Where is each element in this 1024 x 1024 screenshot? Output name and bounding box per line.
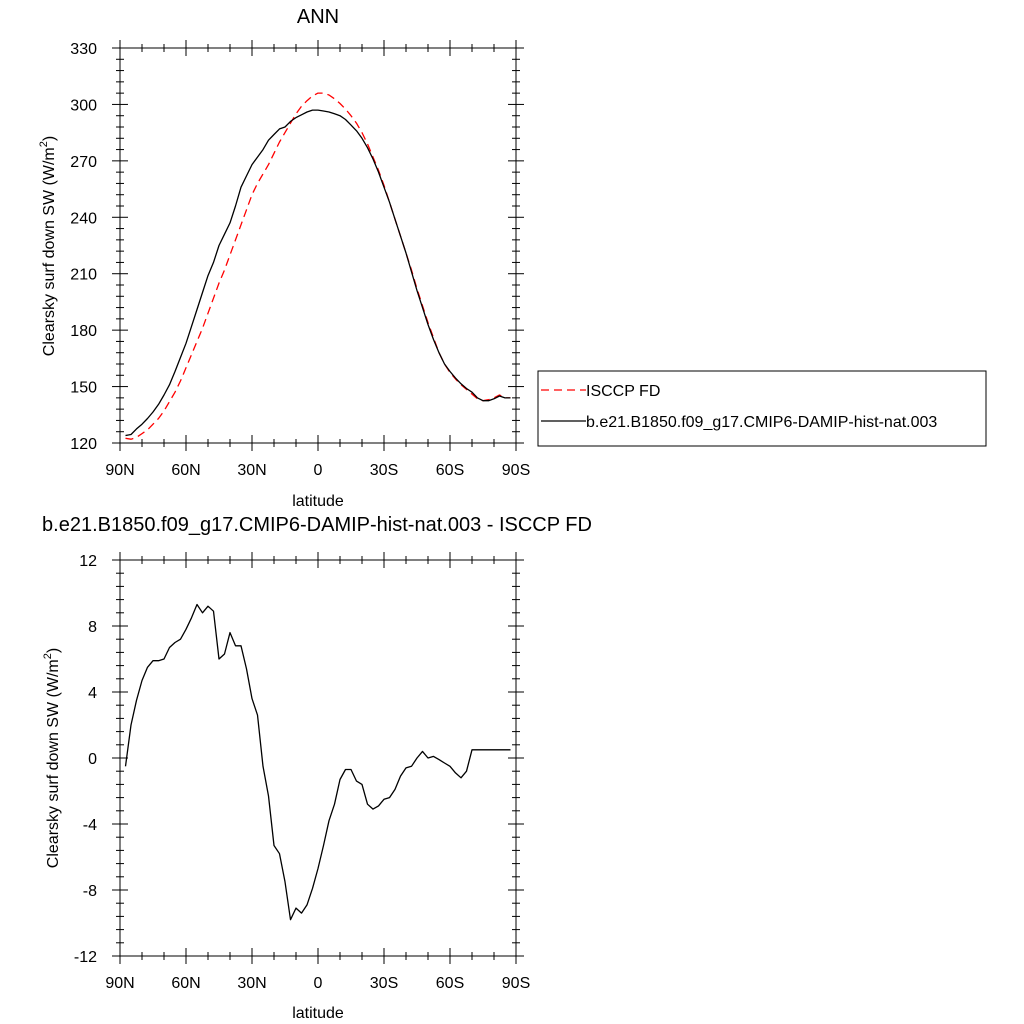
x-axis-label: latitude	[292, 493, 344, 510]
chart-title: b.e21.B1850.f09_g17.CMIP6-DAMIP-hist-nat…	[42, 514, 592, 536]
x-tick-label: 90N	[105, 975, 134, 992]
panel-bottom: b.e21.B1850.f09_g17.CMIP6-DAMIP-hist-nat…	[42, 514, 592, 1022]
series-group	[124, 603, 511, 921]
y-tick-labels: -12 -8 -4 0 4 8 12	[74, 553, 97, 966]
series-line-2	[125, 109, 511, 437]
axis-ticks	[112, 40, 524, 451]
y-axis-label: Clearsky surf down SW (W/m2)	[38, 136, 58, 356]
y-tick-label: 270	[70, 154, 97, 171]
y-tick-label: 120	[70, 436, 97, 453]
y-tick-label: 180	[70, 323, 97, 340]
x-axis-label: latitude	[292, 1005, 344, 1022]
legend-label-model: b.e21.B1850.f09_g17.CMIP6-DAMIP-hist-nat…	[586, 414, 937, 431]
y-tick-label: 4	[88, 685, 97, 702]
y-tick-label: 240	[70, 210, 97, 227]
series-line-1	[125, 92, 511, 440]
x-tick-label: 60N	[171, 462, 200, 479]
plot-frame	[119, 559, 517, 957]
x-tick-labels: 90N 60N 30N 0 30S 60S 90S	[105, 462, 530, 479]
y-tick-label: 210	[70, 267, 97, 284]
x-tick-label: 60S	[436, 462, 464, 479]
x-tick-label: 30N	[237, 462, 266, 479]
y-tick-label: -12	[74, 949, 97, 966]
y-tick-label: 300	[70, 97, 97, 114]
y-axis-label: Clearsky surf down SW (W/m2)	[42, 648, 62, 868]
series-group	[125, 92, 511, 440]
y-tick-label: 330	[70, 41, 97, 58]
x-tick-label: 30S	[370, 462, 398, 479]
x-tick-label: 30S	[370, 975, 398, 992]
y-tick-label: -4	[83, 817, 97, 834]
legend-box	[537, 370, 987, 447]
y-tick-label: 12	[79, 553, 97, 570]
x-tick-labels: 90N 60N 30N 0 30S 60S 90S	[105, 975, 530, 992]
legend-label-isccp: ISCCP FD	[586, 383, 660, 400]
x-tick-label: 60N	[171, 975, 200, 992]
y-tick-label: 8	[88, 619, 97, 636]
axis-ticks	[112, 552, 524, 964]
y-tick-labels: 120 150 180 210 240 270 300 330	[70, 41, 97, 453]
x-tick-label: 0	[314, 975, 323, 992]
x-tick-label: 30N	[237, 975, 266, 992]
chart-title: ANN	[297, 6, 339, 28]
x-tick-label: 90N	[105, 462, 134, 479]
panel-top: ANN 120 150 180 210 240 270 300 330 90N 60N 30N 0 3…	[38, 6, 530, 510]
x-tick-label: 90S	[502, 975, 530, 992]
x-tick-label: 60S	[436, 975, 464, 992]
y-tick-label: -8	[83, 883, 97, 900]
x-tick-label: 90S	[502, 462, 530, 479]
y-tick-label: 0	[88, 751, 97, 768]
y-tick-label: 150	[70, 380, 97, 397]
legend: ISCCP FD b.e21.B1850.f09_g17.CMIP6-DAMIP…	[537, 370, 987, 447]
series-line-1	[124, 603, 511, 921]
x-tick-label: 0	[314, 462, 323, 479]
